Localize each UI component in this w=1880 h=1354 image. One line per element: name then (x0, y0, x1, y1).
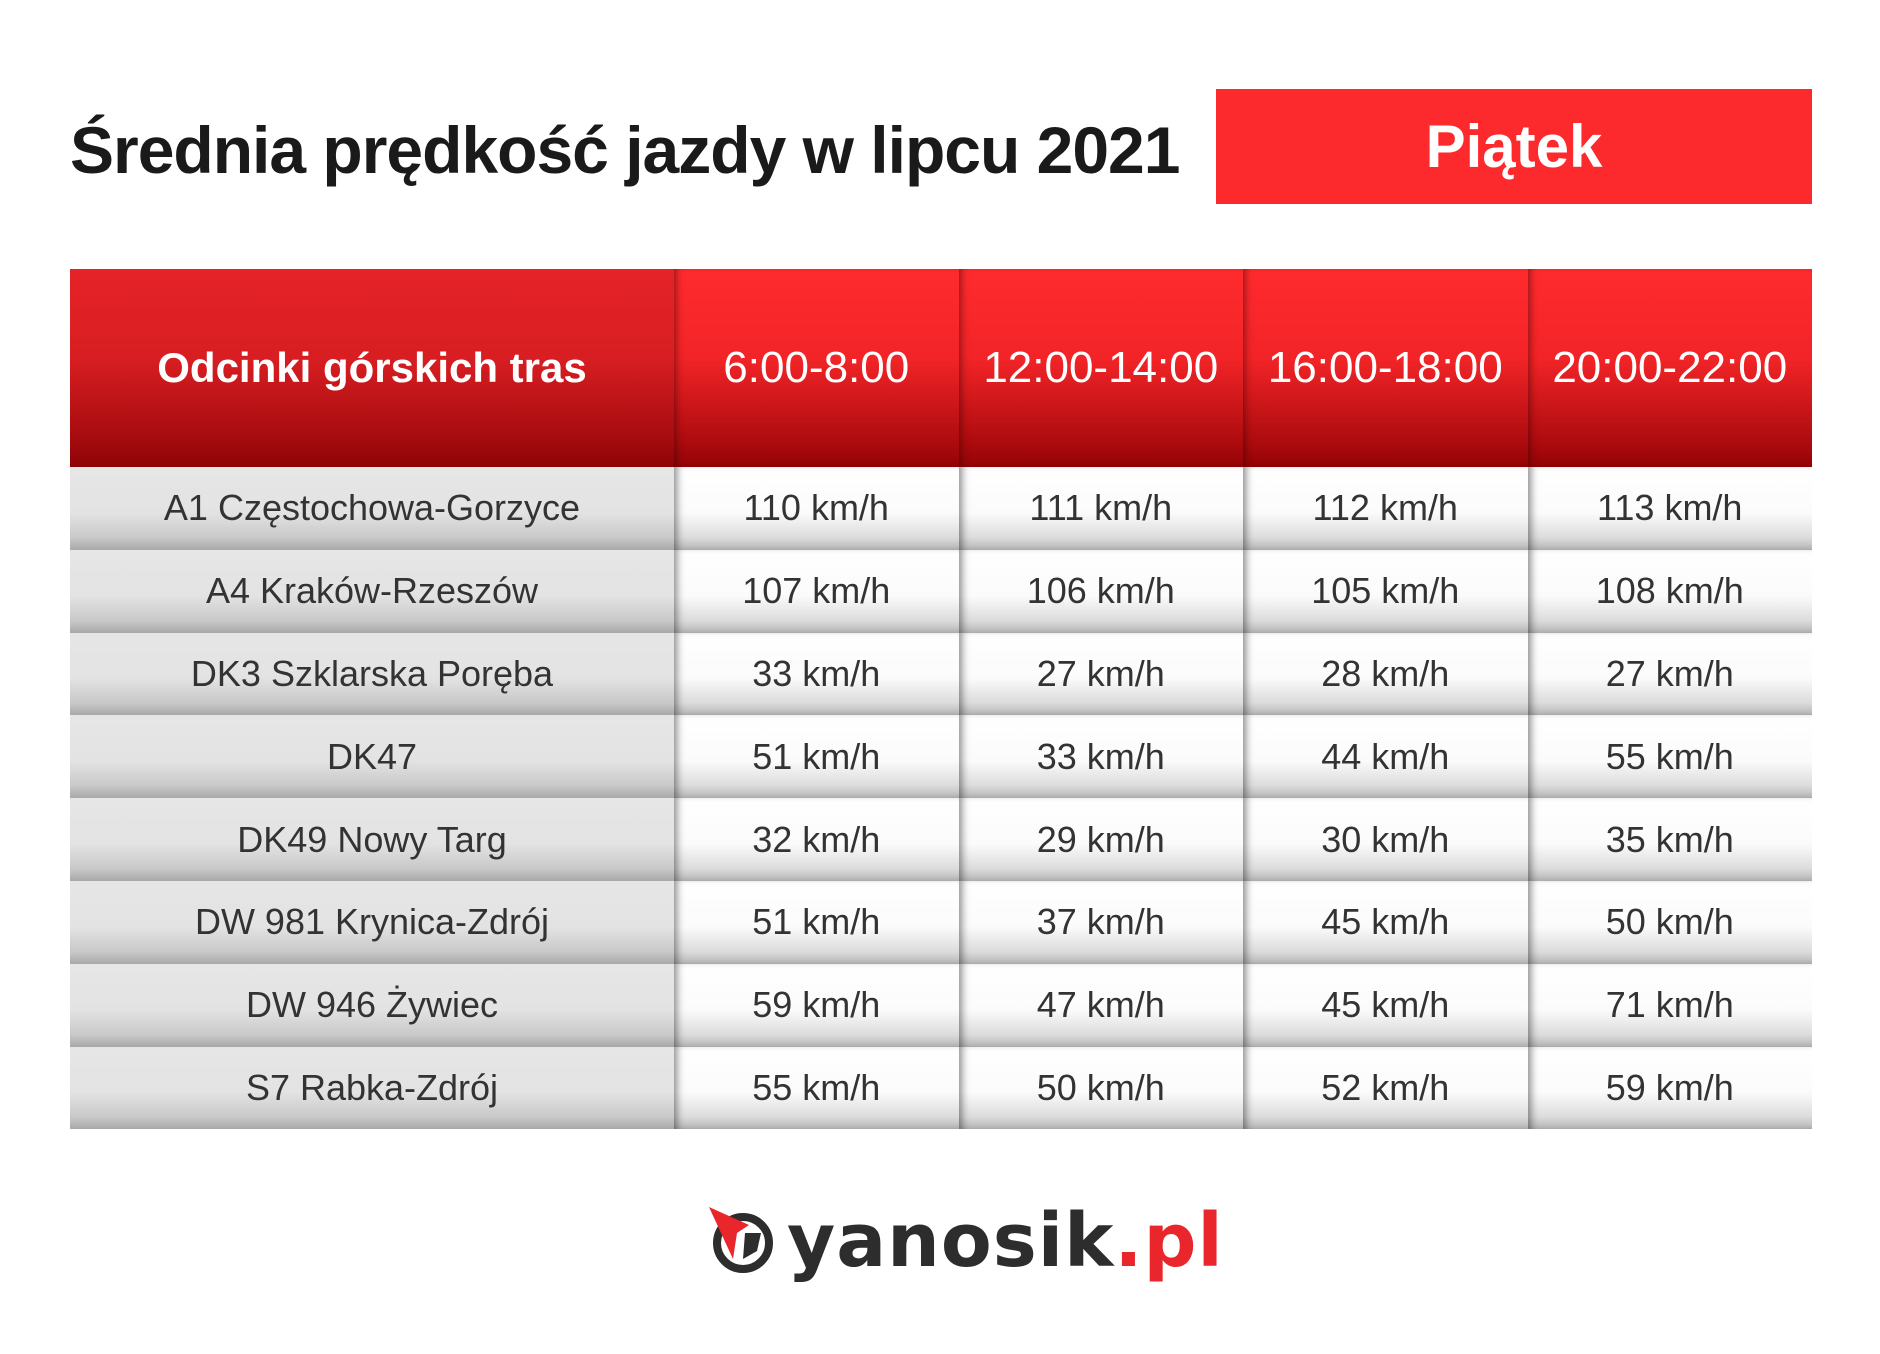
speed-cell: 44 km/h (1243, 715, 1528, 799)
speed-cell: 50 km/h (958, 1046, 1243, 1130)
table-row: DK47 51 km/h 33 km/h 44 km/h 55 km/h (70, 715, 1812, 799)
speed-cell: 110 km/h (674, 467, 959, 550)
speed-cell: 51 km/h (674, 715, 959, 799)
speed-cell: 107 km/h (674, 549, 959, 633)
table-row: DW 946 Żywiec 59 km/h 47 km/h 45 km/h 71… (70, 963, 1812, 1047)
speed-table: Odcinki górskich tras 6:00-8:00 12:00-14… (70, 269, 1812, 1130)
column-header-20-22: 20:00-22:00 (1527, 269, 1812, 467)
speed-cell: 47 km/h (958, 963, 1243, 1047)
route-cell: S7 Rabka-Zdrój (70, 1046, 674, 1130)
logo-tld: .pl (1114, 1198, 1224, 1284)
speed-cell: 111 km/h (958, 467, 1243, 550)
route-cell: DK47 (70, 715, 674, 799)
route-cell: DW 981 Krynica-Zdrój (70, 880, 674, 964)
speed-cell: 71 km/h (1527, 963, 1812, 1047)
navigation-arrow-icon (707, 1203, 775, 1280)
speed-cell: 51 km/h (674, 880, 959, 964)
speed-cell: 35 km/h (1527, 798, 1812, 881)
speed-cell: 113 km/h (1527, 467, 1812, 550)
speed-cell: 112 km/h (1243, 467, 1528, 550)
speed-cell: 29 km/h (958, 798, 1243, 881)
day-badge: Piątek (1216, 89, 1812, 204)
column-header-6-8: 6:00-8:00 (674, 269, 959, 467)
column-header-16-18: 16:00-18:00 (1243, 269, 1528, 467)
speed-cell: 59 km/h (674, 963, 959, 1047)
speed-cell: 37 km/h (958, 880, 1243, 964)
table-row: S7 Rabka-Zdrój 55 km/h 50 km/h 52 km/h 5… (70, 1046, 1812, 1130)
speed-cell: 45 km/h (1243, 880, 1528, 964)
speed-cell: 33 km/h (958, 715, 1243, 799)
speed-cell: 106 km/h (958, 549, 1243, 633)
logo-name: yanosik (787, 1198, 1115, 1284)
yanosik-logo: yanosik.pl (707, 1203, 1224, 1280)
column-header-route: Odcinki górskich tras (70, 269, 674, 467)
speed-cell: 28 km/h (1243, 632, 1528, 716)
speed-cell: 55 km/h (1527, 715, 1812, 799)
table-row: DW 981 Krynica-Zdrój 51 km/h 37 km/h 45 … (70, 880, 1812, 964)
page-title: Średnia prędkość jazdy w lipcu 2021 (70, 113, 1180, 187)
table-row: DK3 Szklarska Poręba 33 km/h 27 km/h 28 … (70, 632, 1812, 716)
speed-cell: 27 km/h (1527, 632, 1812, 716)
route-cell: DK3 Szklarska Poręba (70, 632, 674, 716)
route-cell: DK49 Nowy Targ (70, 798, 674, 881)
speed-cell: 105 km/h (1243, 549, 1528, 633)
speed-cell: 30 km/h (1243, 798, 1528, 881)
route-cell: DW 946 Żywiec (70, 963, 674, 1047)
speed-cell: 55 km/h (674, 1046, 959, 1130)
speed-cell: 50 km/h (1527, 880, 1812, 964)
table-row: A4 Kraków-Rzeszów 107 km/h 106 km/h 105 … (70, 549, 1812, 633)
column-header-12-14: 12:00-14:00 (958, 269, 1243, 467)
route-cell: A1 Częstochowa-Gorzyce (70, 467, 674, 550)
table-header-row: Odcinki górskich tras 6:00-8:00 12:00-14… (70, 269, 1812, 467)
speed-cell: 52 km/h (1243, 1046, 1528, 1130)
speed-cell: 27 km/h (958, 632, 1243, 716)
route-cell: A4 Kraków-Rzeszów (70, 549, 674, 633)
table-row: DK49 Nowy Targ 32 km/h 29 km/h 30 km/h 3… (70, 798, 1812, 881)
speed-cell: 45 km/h (1243, 963, 1528, 1047)
speed-cell: 108 km/h (1527, 549, 1812, 633)
speed-cell: 32 km/h (674, 798, 959, 881)
speed-cell: 59 km/h (1527, 1046, 1812, 1130)
speed-cell: 33 km/h (674, 632, 959, 716)
table-row: A1 Częstochowa-Gorzyce 110 km/h 111 km/h… (70, 467, 1812, 550)
